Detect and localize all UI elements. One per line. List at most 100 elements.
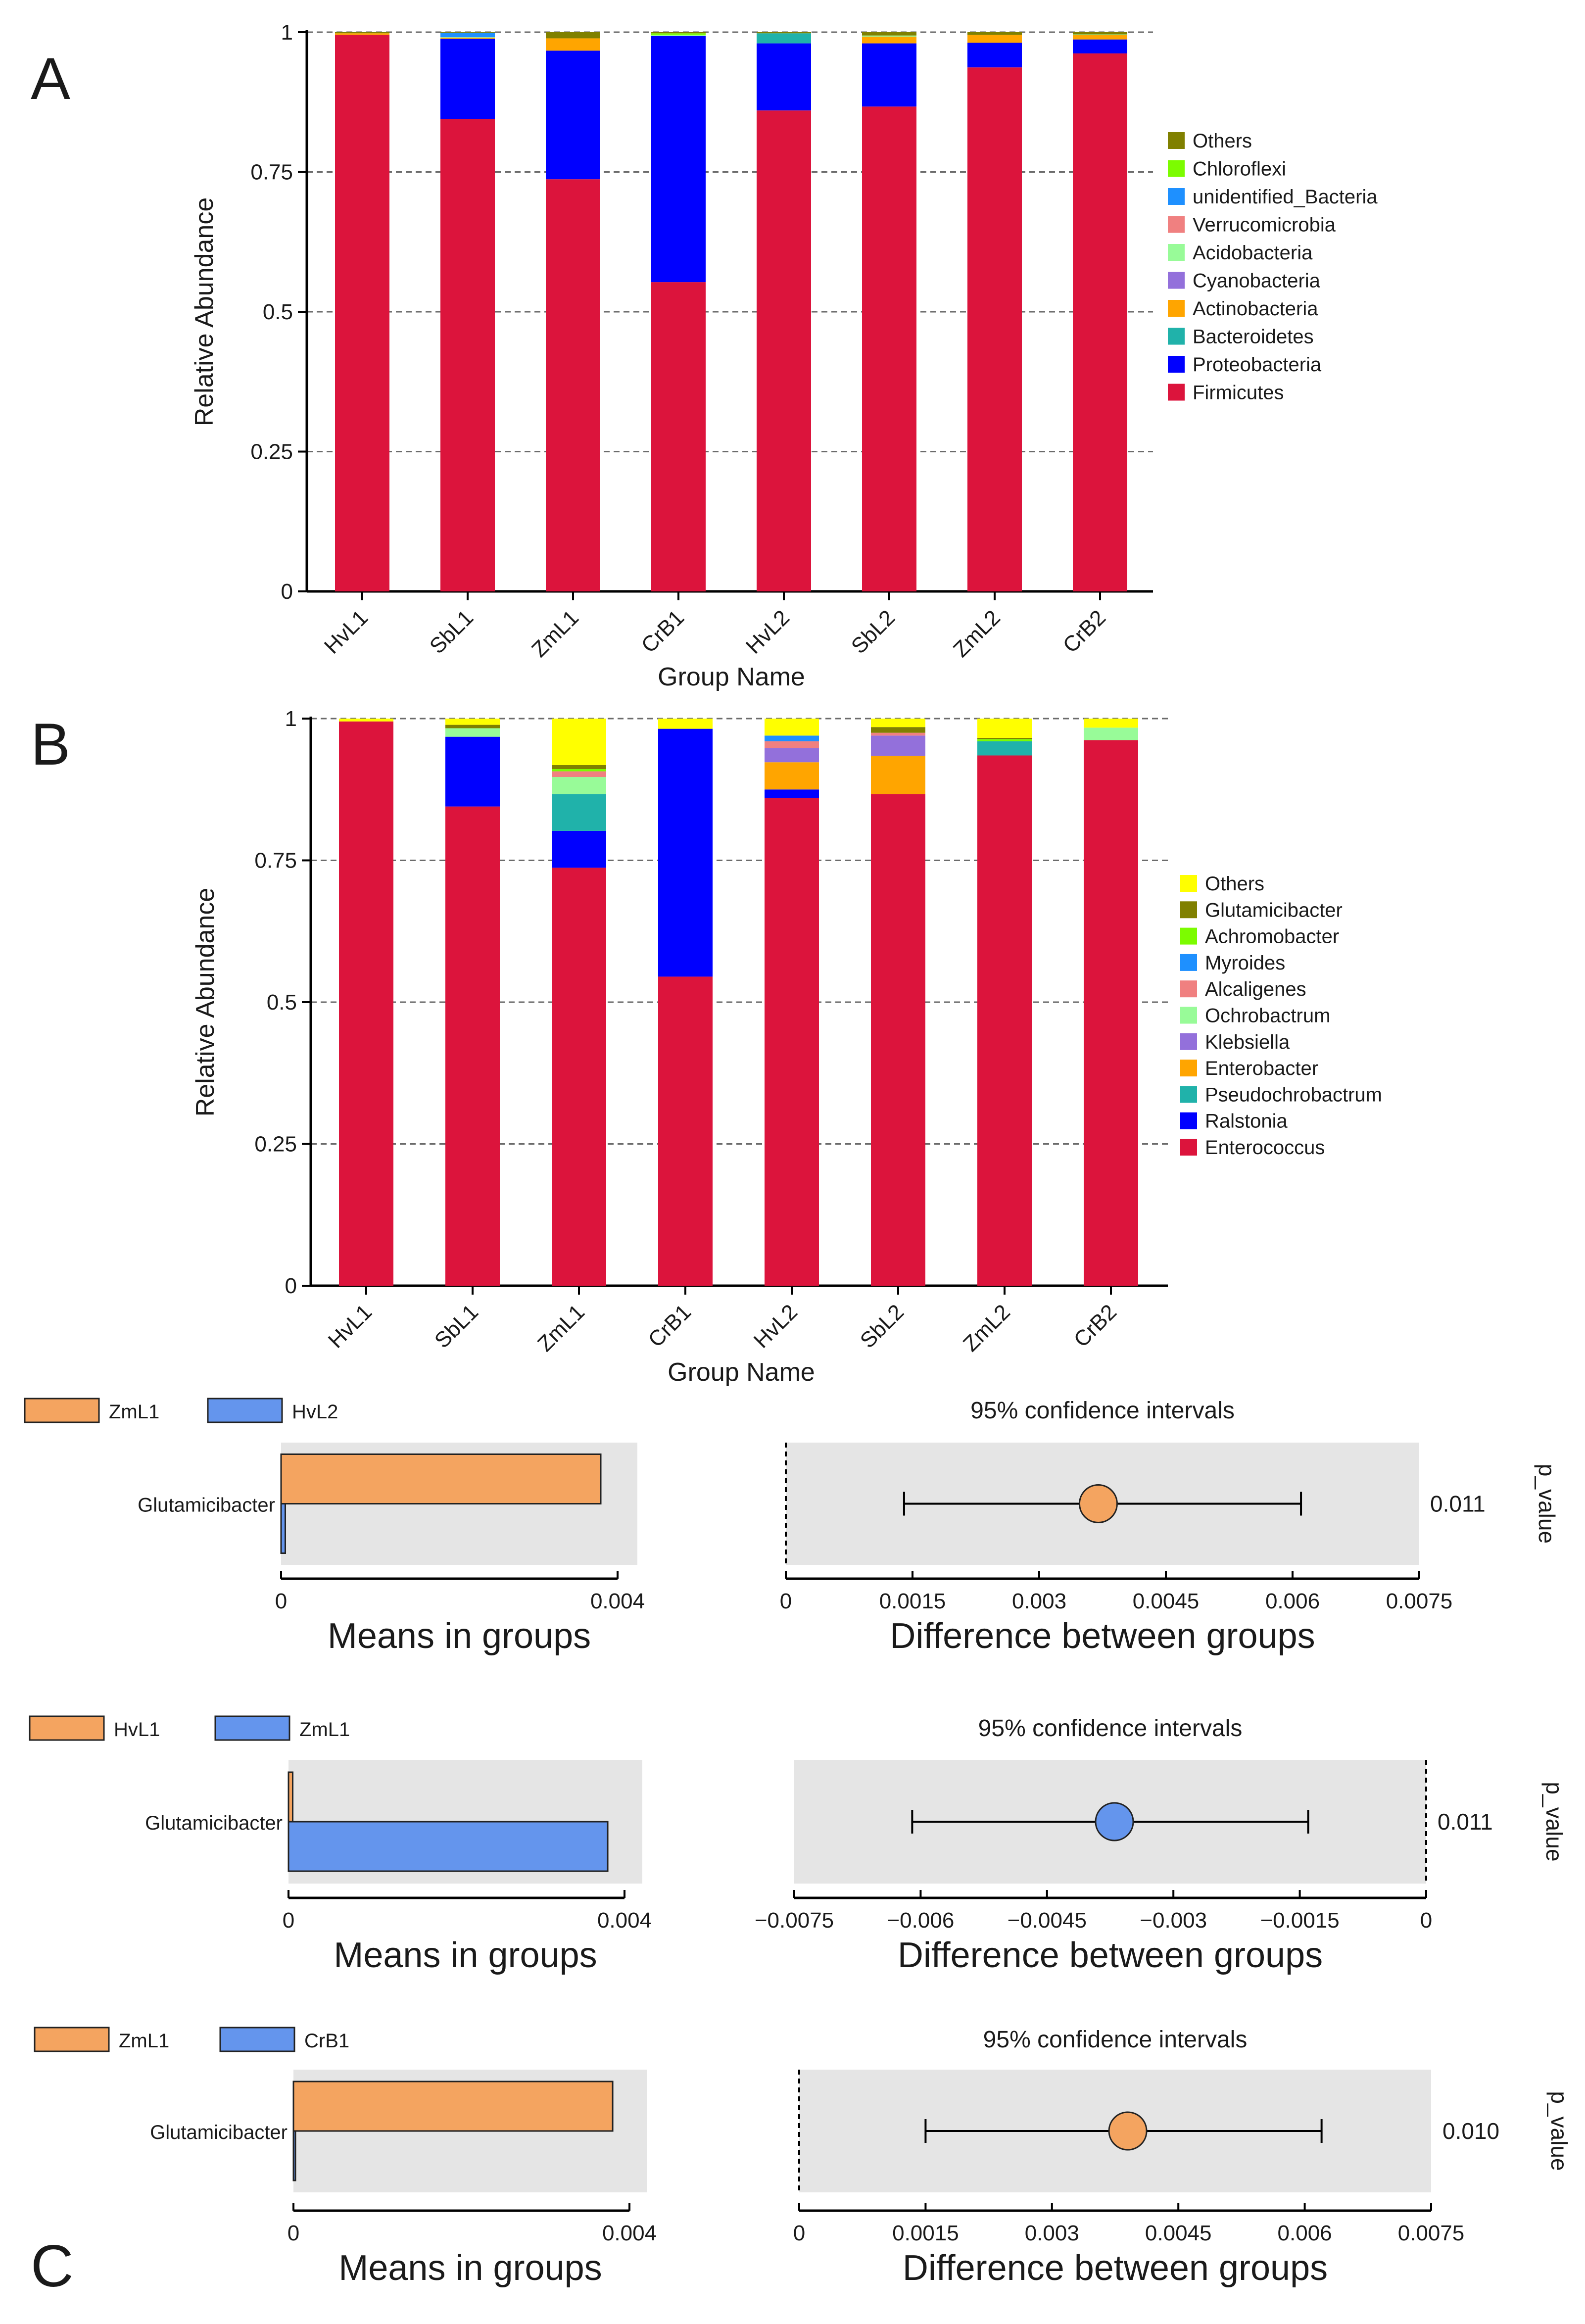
legend-swatch-acidobacteria xyxy=(1168,244,1185,261)
legend-label-zml1: ZmL1 xyxy=(109,1401,159,1423)
y-tick-label: 0.5 xyxy=(267,990,297,1015)
difference-estimate-point xyxy=(1108,2111,1148,2151)
difference-panel-title: 95% confidence intervals xyxy=(970,1398,1235,1424)
bar-segment-hvl1-actinobacteria xyxy=(335,33,389,35)
bar-segment-sbl2-acidobacteria xyxy=(862,35,916,37)
bar-segment-hvl2-others xyxy=(757,32,811,34)
legend-swatch-zml1 xyxy=(24,1398,100,1423)
mean-bar-zml1 xyxy=(292,2081,614,2132)
panel-label-a: A xyxy=(31,46,70,112)
bar-segment-sbl2-others xyxy=(871,719,925,727)
bar-segment-zml1-ralstonia xyxy=(552,830,606,868)
bar-segment-sbl1-glutamicibacter xyxy=(445,725,500,728)
difference-panel-title: 95% confidence intervals xyxy=(978,1715,1243,1742)
y-tick-label: 0.75 xyxy=(250,160,293,185)
legend-label-unidentified-bacteria: unidentified_Bacteria xyxy=(1193,186,1378,208)
x-tick-label: CrB2 xyxy=(1058,605,1111,658)
difference-tick-label: 0 xyxy=(1420,1908,1432,1933)
bar-segment-sbl1-others xyxy=(445,719,500,725)
bar-segment-sbl1-ralstonia xyxy=(445,736,500,807)
p-value: 0.011 xyxy=(1438,1809,1493,1835)
difference-tick-label: 0.003 xyxy=(1012,1589,1066,1613)
bar-segment-sbl2-others xyxy=(862,32,916,36)
legend-swatch-myroides xyxy=(1180,954,1197,971)
difference-tick-label: 0.006 xyxy=(1278,2221,1332,2245)
means-x-axis-title: Means in groups xyxy=(338,2248,602,2288)
y-tick-label: 0 xyxy=(285,1274,297,1298)
legend-label-alcaligenes: Alcaligenes xyxy=(1205,978,1306,1000)
bar-segment-zml2-others xyxy=(967,32,1022,35)
bar-segment-sbl2-firmicutes xyxy=(862,106,916,592)
bar-segment-sbl2-actinobacteria xyxy=(862,37,916,44)
legend-swatch-cyanobacteria xyxy=(1168,272,1185,289)
legend-swatch-hvl2 xyxy=(207,1398,283,1423)
legend-label-others: Others xyxy=(1193,130,1252,152)
bar-segment-crb2-firmicutes xyxy=(1073,53,1127,592)
x-tick-label: SbL1 xyxy=(425,605,478,658)
bar-segment-zml2-enterococcus xyxy=(977,755,1032,1286)
legend-swatch-others xyxy=(1180,875,1197,892)
legend-label-chloroflexi: Chloroflexi xyxy=(1193,158,1286,180)
legend-label-firmicutes: Firmicutes xyxy=(1193,382,1284,404)
legend-label-enterococcus: Enterococcus xyxy=(1205,1137,1325,1159)
stacked-bar-chart-genus: 0 0.25 0.5 0.75 1 HvL1 SbL1 ZmL1 CrB1 HvL2 SbL2 ZmL… xyxy=(191,707,1382,1387)
difference-x-axis-title: Difference between groups xyxy=(890,1616,1315,1656)
legend-swatch-zml1 xyxy=(214,1715,290,1741)
bar-segment-zml2-pseudochrobactrum xyxy=(977,741,1032,756)
bar-segment-crb1-others xyxy=(651,32,706,34)
legend-label-enterobacter: Enterobacter xyxy=(1205,1058,1318,1079)
mean-bar-zml1 xyxy=(280,1453,602,1504)
means-tick-label: 0 xyxy=(288,2221,299,2245)
legend-swatch-crb1 xyxy=(219,2027,295,2052)
legend-swatch-firmicutes xyxy=(1168,384,1185,401)
means-tick-label: 0 xyxy=(275,1589,287,1613)
x-tick-label: ZmL1 xyxy=(527,605,583,662)
bar-segment-sbl2-enterobacter xyxy=(871,756,925,794)
legend-label-crb1: CrB1 xyxy=(304,2030,349,2052)
bar-segment-crb1-proteobacteria xyxy=(651,36,706,283)
x-tick-label: CrB1 xyxy=(637,605,689,658)
legend-label-others: Others xyxy=(1205,873,1264,895)
bar-segment-sbl1-acidobacteria xyxy=(440,37,495,38)
difference-tick-label: −0.006 xyxy=(887,1908,954,1933)
bar-segment-crb1-ralstonia xyxy=(658,728,713,977)
bar-segment-hvl1-firmicutes xyxy=(335,35,389,591)
bar-segment-zml2-achromobacter xyxy=(977,739,1032,741)
x-tick-label: CrB2 xyxy=(1069,1300,1122,1352)
difference-tick-label: 0.003 xyxy=(1025,2221,1079,2245)
bar-segment-hvl2-firmicutes xyxy=(757,110,811,591)
x-tick-label: HvL2 xyxy=(749,1300,802,1353)
legend-swatch-pseudochrobactrum xyxy=(1180,1086,1197,1103)
bar-segment-sbl2-klebsiella xyxy=(871,735,925,756)
bar-segment-crb1-others xyxy=(658,719,713,729)
legend-label-actinobacteria: Actinobacteria xyxy=(1193,298,1318,320)
bar-segment-hvl1-others xyxy=(335,32,389,34)
x-tick-label: ZmL2 xyxy=(959,1300,1015,1356)
bar-segment-crb2-others xyxy=(1073,32,1127,35)
x-tick-label: SbL1 xyxy=(430,1300,483,1353)
legend-label-glutamicibacter: Glutamicibacter xyxy=(1205,899,1343,921)
difference-x-axis-title: Difference between groups xyxy=(903,2248,1328,2288)
legend-swatch-bacteroidetes xyxy=(1168,328,1185,345)
legend-label-achromobacter: Achromobacter xyxy=(1205,926,1339,948)
x-tick-label: ZmL1 xyxy=(533,1300,589,1356)
y-tick-label: 0.25 xyxy=(254,1132,297,1157)
bar-segment-crb2-enterococcus xyxy=(1084,740,1138,1286)
difference-tick-label: −0.0015 xyxy=(1260,1908,1339,1933)
legend-swatch-chloroflexi xyxy=(1168,160,1185,177)
bar-segment-hvl2-ralstonia xyxy=(765,789,819,798)
bar-segment-hvl2-bacteroidetes xyxy=(757,33,811,44)
means-x-axis-title: Means in groups xyxy=(328,1616,591,1656)
legend-label-verrucomicrobia: Verrucomicrobia xyxy=(1193,214,1336,236)
mean-bar-hvl2 xyxy=(280,1503,286,1554)
legend-swatch-achromobacter xyxy=(1180,927,1197,945)
feature-label: Glutamicibacter xyxy=(150,2122,288,2143)
bar-segment-hvl2-alcaligenes xyxy=(765,741,819,748)
legend-label-pseudochrobactrum: Pseudochrobactrum xyxy=(1205,1084,1382,1106)
difference-tick-label: −0.003 xyxy=(1140,1908,1207,1933)
p-value: 0.011 xyxy=(1430,1491,1486,1517)
x-tick-label: HvL1 xyxy=(320,605,373,658)
bar-segment-zml1-enterococcus xyxy=(552,868,606,1286)
difference-tick-label: 0.0045 xyxy=(1145,2221,1212,2245)
